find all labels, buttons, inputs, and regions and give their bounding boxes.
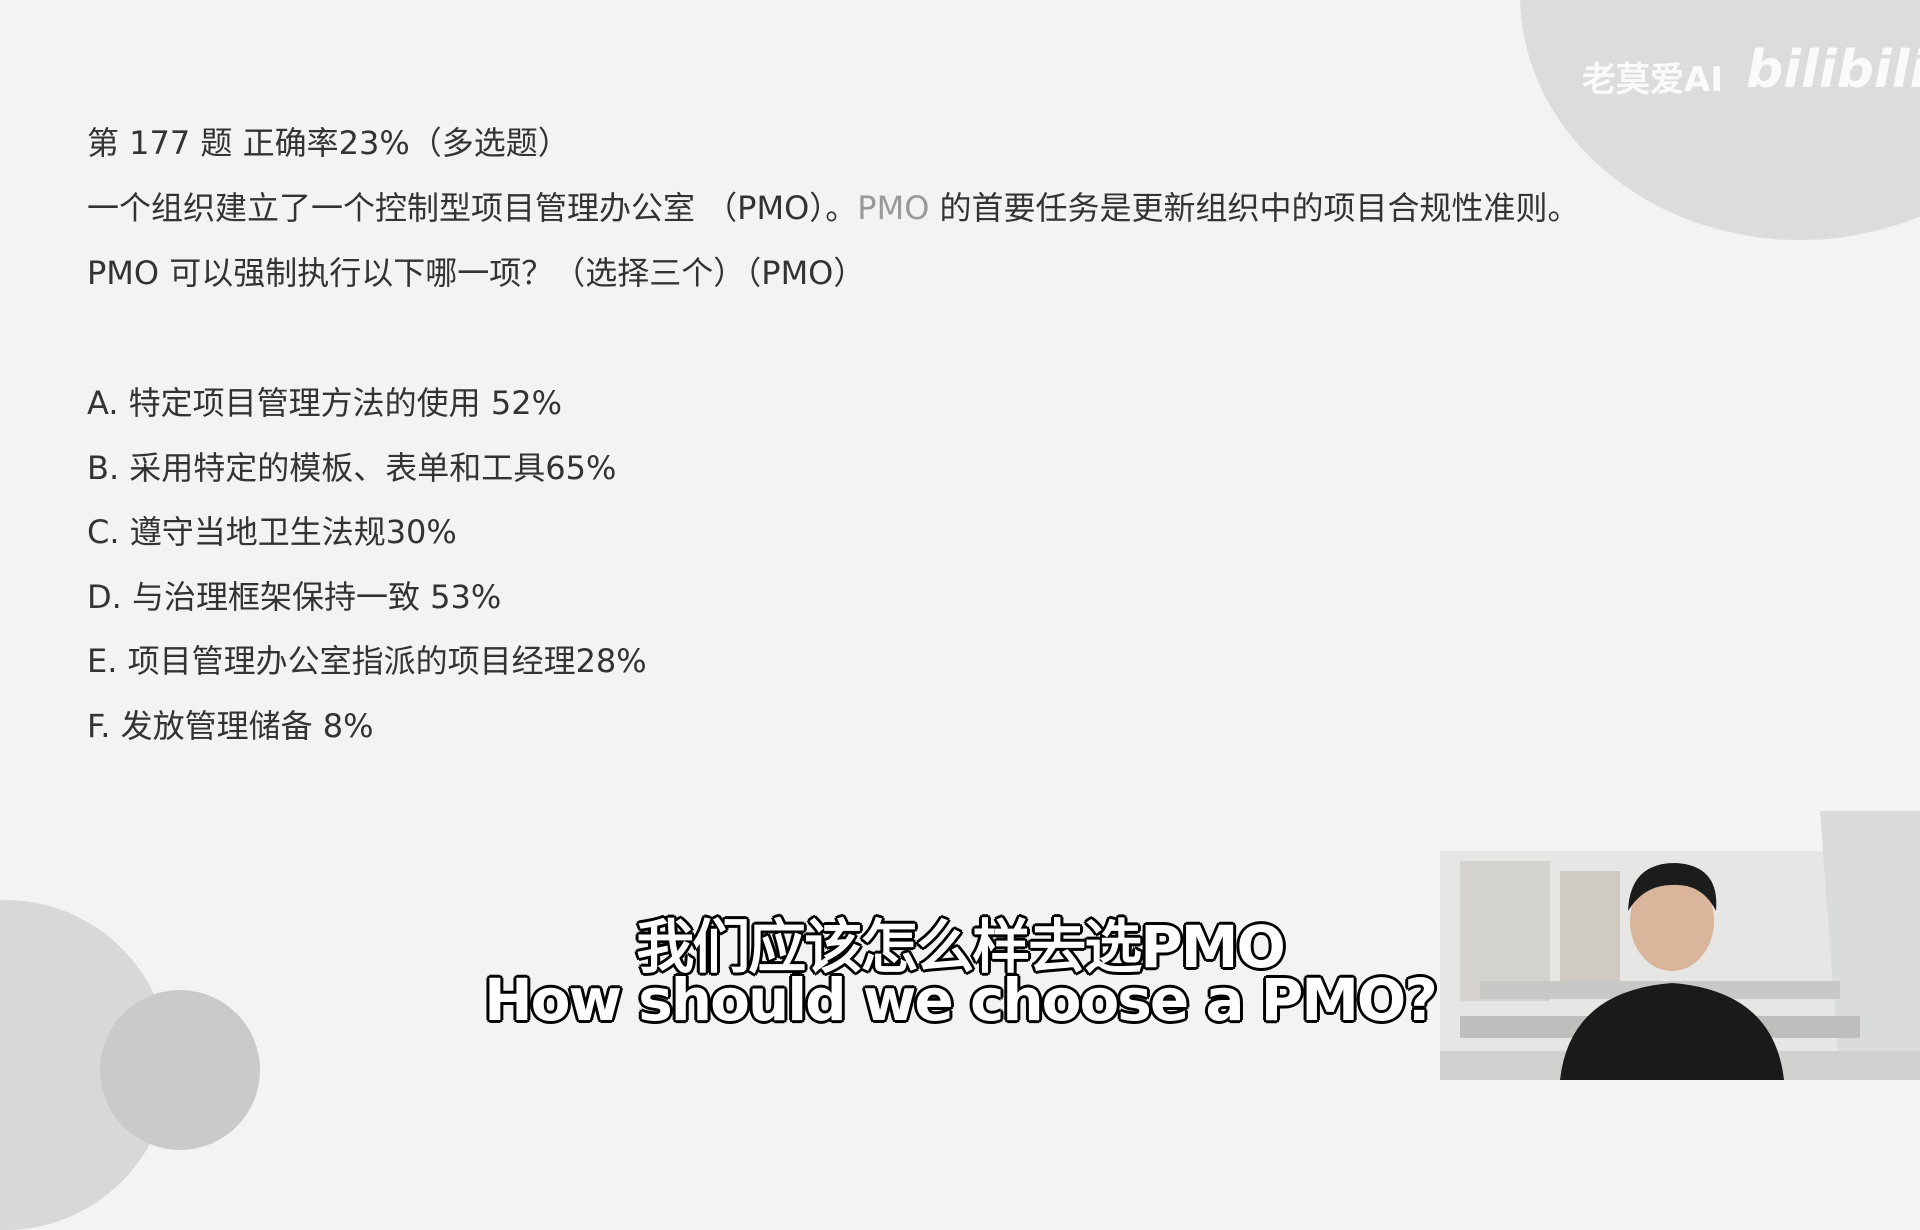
option: F. 发放管理储备 8% [87, 707, 374, 745]
question-line: 一个组织建立了一个控制型项目管理办公室 （PMO）。PMO 的首要任务是更新组织… [87, 188, 1580, 228]
option: A. 特定项目管理方法的使用 52% [87, 384, 562, 422]
text: 的首要任务是更新组织中的项目合规性准则。 [929, 189, 1580, 227]
option: E. 项目管理办公室指派的项目经理28% [87, 642, 647, 681]
watermark-channel: 老莫爱AI [1582, 60, 1723, 100]
question-line: PMO 可以强制执行以下哪一项？（选择三个）（PMO） [87, 254, 866, 292]
decor-circle [1520, 0, 1920, 240]
question-header: 第 177 题 正确率23%（多选题） [87, 124, 570, 162]
subtitle-zh: 我们应该怎么样去选PMO [636, 913, 1286, 981]
text: PMO [857, 189, 930, 227]
option: C. 遵守当地卫生法规30% [87, 513, 457, 552]
subtitle-en: How should we choose a PMO? [484, 966, 1438, 1034]
watermark-site: bilibili [1746, 40, 1920, 100]
option: B. 采用特定的模板、表单和工具65% [87, 448, 617, 487]
webcam [1440, 811, 1920, 1080]
option: D. 与治理框架保持一致 53% [87, 577, 502, 616]
text: 一个组织建立了一个控制型项目管理办公室 （PMO）。 [87, 189, 858, 227]
